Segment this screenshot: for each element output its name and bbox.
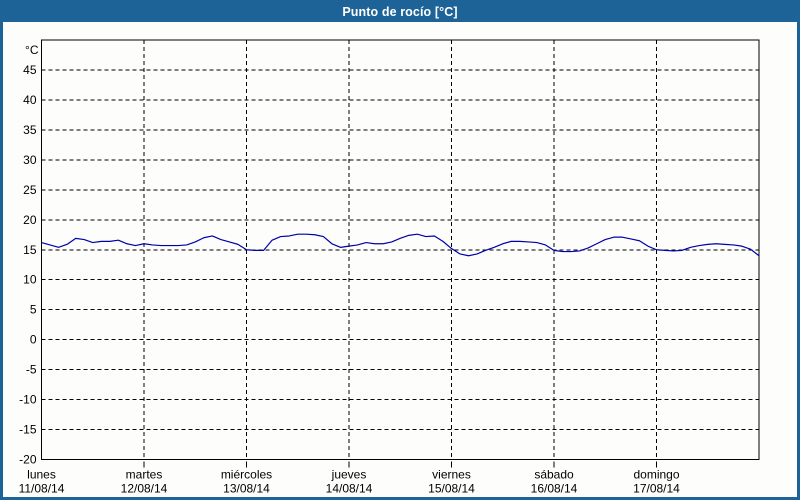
y-tick-label: -15 <box>19 423 37 437</box>
x-date-label: 13/08/14 <box>223 482 270 496</box>
x-day-label: martes <box>126 468 163 482</box>
y-tick-label: 35 <box>23 123 37 137</box>
y-tick-label: -5 <box>26 363 37 377</box>
x-date-label: 17/08/14 <box>633 482 680 496</box>
y-tick-label: 0 <box>30 333 37 347</box>
x-day-label: domingo <box>633 468 679 482</box>
x-date-label: 11/08/14 <box>19 482 65 496</box>
x-day-label: jueves <box>331 468 367 482</box>
y-tick-label: -20 <box>19 453 37 467</box>
chart-area: 45 40 35 30 25 20 15 10 5 0 -5 -10 -15 -20 °C lunes 11/0… <box>3 22 797 497</box>
y-tick-label: 10 <box>23 273 37 287</box>
y-tick-label: 40 <box>23 93 37 107</box>
y-tick-label: 45 <box>23 63 37 77</box>
chart-title: Punto de rocío [°C] <box>342 5 458 19</box>
y-tick-label: 20 <box>23 213 37 227</box>
x-day-label: miércoles <box>221 468 272 482</box>
y-tick-label: 30 <box>23 153 37 167</box>
chart-title-bar: Punto de rocío [°C] <box>3 3 797 22</box>
dewpoint-chart: 45 40 35 30 25 20 15 10 5 0 -5 -10 -15 -20 °C lunes11/0… <box>19 39 760 496</box>
y-tick-label: -10 <box>19 393 37 407</box>
y-tick-label: 5 <box>30 303 37 317</box>
x-date-label: 12/08/14 <box>121 482 168 496</box>
y-axis-unit-label: °C <box>25 43 39 57</box>
plot-frame <box>41 39 760 460</box>
x-date-label: 16/08/14 <box>531 482 578 496</box>
y-tick-label: 15 <box>23 243 37 257</box>
y-tick-label: 25 <box>23 183 37 197</box>
x-date-label: 14/08/14 <box>326 482 373 496</box>
x-day-label: viernes <box>432 468 471 482</box>
x-day-label: sábado <box>534 468 574 482</box>
dewpoint-line <box>41 233 760 257</box>
x-date-label: 15/08/14 <box>428 482 475 496</box>
x-day-label: lunes <box>27 468 56 482</box>
